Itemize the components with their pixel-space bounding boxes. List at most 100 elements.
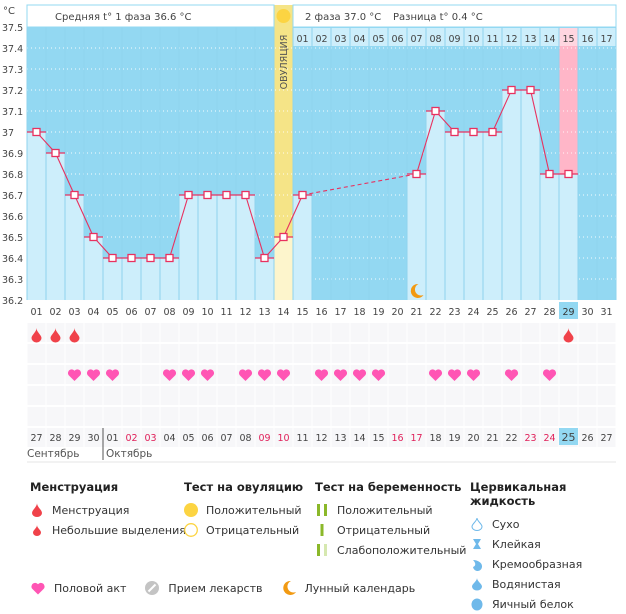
heart-icon[interactable] xyxy=(162,369,177,381)
data-point[interactable] xyxy=(165,253,174,263)
legend-item: Сухо xyxy=(470,514,626,534)
data-point[interactable] xyxy=(70,190,79,200)
symbol-cell xyxy=(331,323,350,342)
calendar-date-label: 16 xyxy=(391,433,403,444)
negative-circle-icon xyxy=(184,522,198,538)
heart-icon[interactable] xyxy=(86,369,101,381)
symbol-cell xyxy=(179,386,198,405)
menstruation-drop-icon[interactable] xyxy=(31,328,42,343)
temperature-bar xyxy=(236,195,255,300)
symbol-cell xyxy=(331,407,350,426)
symbol-cell xyxy=(597,365,616,384)
symbol-cell xyxy=(426,323,445,342)
legend-label: Отрицательный xyxy=(206,523,300,537)
legend-label: Яичный белок xyxy=(492,597,574,611)
heart-icon[interactable] xyxy=(200,369,215,381)
symbol-cell xyxy=(255,386,274,405)
phase2-day-label: 04 xyxy=(353,34,365,45)
symbol-cell xyxy=(293,428,312,447)
data-point[interactable] xyxy=(241,190,250,200)
temperature-bar xyxy=(445,132,464,300)
legend-label: Лунный календарь xyxy=(304,581,416,595)
phase2-day-cell xyxy=(312,28,331,46)
symbol-cell xyxy=(464,428,483,447)
data-point[interactable] xyxy=(203,190,212,200)
temperature-line-segment xyxy=(54,152,76,196)
ovulation-label: ОВУЛЯЦИЯ xyxy=(279,35,290,90)
temperature-bar xyxy=(27,132,46,300)
heart-icon[interactable] xyxy=(466,369,481,381)
data-point[interactable] xyxy=(184,190,193,200)
cycle-day-label: 05 xyxy=(106,307,118,318)
data-point[interactable] xyxy=(298,190,307,200)
data-point[interactable] xyxy=(32,127,41,137)
heart-icon[interactable] xyxy=(67,369,82,381)
legend-label: Половой акт xyxy=(54,581,127,595)
data-point[interactable] xyxy=(431,106,440,116)
heart-icon[interactable] xyxy=(238,369,253,381)
legend-pregnancy-test: Тест на беременность Положительный Отриц… xyxy=(315,480,466,560)
data-point[interactable] xyxy=(526,85,535,95)
symbol-cell xyxy=(445,323,464,342)
temperature-line-segment xyxy=(529,89,551,175)
temperature-bar xyxy=(521,90,540,300)
heart-icon[interactable] xyxy=(428,369,443,381)
symbol-cell xyxy=(483,386,502,405)
data-point[interactable] xyxy=(260,253,269,263)
legend-item: Яичный белок xyxy=(470,594,626,614)
symbol-cell xyxy=(122,344,141,363)
legend-item: Небольшие выделения xyxy=(30,520,186,540)
moon-icon xyxy=(410,283,424,298)
symbol-cell xyxy=(179,323,198,342)
data-point[interactable] xyxy=(412,169,421,179)
data-point[interactable] xyxy=(450,127,459,137)
heart-icon[interactable] xyxy=(371,369,386,381)
heart-icon[interactable] xyxy=(257,369,272,381)
data-point[interactable] xyxy=(279,232,288,242)
pill-icon xyxy=(144,580,160,596)
symbol-cell xyxy=(198,407,217,426)
heart-icon[interactable] xyxy=(105,369,120,381)
data-point[interactable] xyxy=(222,190,231,200)
calendar-date-label: 01 xyxy=(106,433,118,444)
faint-bar-icon xyxy=(315,542,329,558)
menstruation-drop-icon[interactable] xyxy=(69,328,80,343)
heart-icon[interactable] xyxy=(504,369,519,381)
heart-icon[interactable] xyxy=(333,369,348,381)
data-point[interactable] xyxy=(108,253,117,263)
heart-icon[interactable] xyxy=(276,369,291,381)
symbol-cell xyxy=(141,428,160,447)
data-point[interactable] xyxy=(146,253,155,263)
heart-icon[interactable] xyxy=(352,369,367,381)
heart-icon[interactable] xyxy=(542,369,557,381)
data-point[interactable] xyxy=(89,232,98,242)
today-date-cell xyxy=(559,428,578,445)
data-point[interactable] xyxy=(545,169,554,179)
data-point[interactable] xyxy=(564,169,573,179)
y-tick-label: 37.1 xyxy=(2,107,23,118)
data-point[interactable] xyxy=(507,85,516,95)
calendar-date-label: 07 xyxy=(220,433,232,444)
data-point[interactable] xyxy=(488,127,497,137)
heart-icon[interactable] xyxy=(314,369,329,381)
data-point[interactable] xyxy=(127,253,136,263)
temperature-line-dashed xyxy=(302,173,417,196)
phase2-day-cell xyxy=(483,28,502,46)
month-label: Октябрь xyxy=(106,448,152,460)
data-point[interactable] xyxy=(51,148,60,158)
symbol-cell xyxy=(274,323,293,342)
data-point[interactable] xyxy=(469,127,478,137)
y-tick-label: 37.3 xyxy=(2,65,23,76)
symbol-cell xyxy=(502,407,521,426)
symbol-cell xyxy=(597,407,616,426)
temperature-line-segment xyxy=(73,194,95,238)
symbol-cell xyxy=(255,344,274,363)
temperature-bar xyxy=(65,195,84,300)
heart-icon[interactable] xyxy=(447,369,462,381)
menstruation-drop-icon[interactable] xyxy=(563,328,574,343)
heart-icon[interactable] xyxy=(181,369,196,381)
menstruation-drop-icon[interactable] xyxy=(50,328,61,343)
temperature-bar xyxy=(122,258,141,300)
calendar-date-label: 21 xyxy=(486,433,498,444)
legend-item: Отрицательный xyxy=(184,520,303,540)
